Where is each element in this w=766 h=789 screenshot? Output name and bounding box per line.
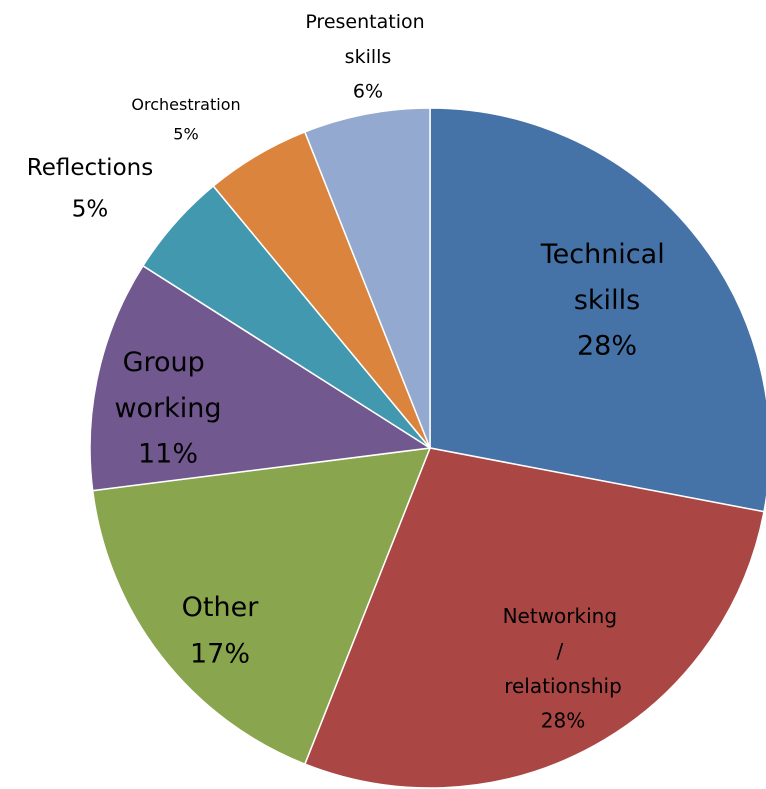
- value-label: 6%: [353, 81, 383, 103]
- pie-slice: [303, 447, 765, 789]
- label-line: Technical: [540, 239, 674, 270]
- value-label: 5%: [72, 197, 109, 223]
- label-line: relationship: [504, 674, 622, 698]
- label-line: Presentation: [305, 11, 430, 33]
- value-label: 11%: [138, 439, 198, 470]
- slice-label: Orchestration: [131, 95, 240, 114]
- label-line: /: [556, 639, 569, 663]
- slice-label: Presentation skills: [305, 11, 430, 68]
- label-line: working: [114, 393, 221, 424]
- pie-slice: [429, 107, 766, 513]
- label-line: Reflections: [27, 155, 153, 181]
- slice-label: Group working: [114, 347, 221, 424]
- pie-slice: [91, 447, 432, 766]
- label-line: Group: [123, 347, 214, 378]
- value-label: 28%: [541, 709, 585, 733]
- label-line: Networking: [503, 604, 624, 628]
- slice-label: Reflections: [27, 155, 153, 181]
- pie-slice: [303, 107, 431, 449]
- value-label: 5%: [173, 125, 198, 144]
- slice-label: Technical skills: [540, 239, 674, 316]
- value-label: 28%: [577, 331, 637, 362]
- label-line: skills: [574, 285, 640, 316]
- label-line: skills: [345, 46, 392, 68]
- slice-label: Other: [182, 592, 260, 623]
- slice-label: Networking / relationship: [503, 604, 624, 698]
- label-line: Other: [182, 592, 260, 623]
- pie-slice: [89, 264, 433, 492]
- value-label: 17%: [190, 639, 250, 670]
- label-line: Orchestration: [131, 95, 240, 114]
